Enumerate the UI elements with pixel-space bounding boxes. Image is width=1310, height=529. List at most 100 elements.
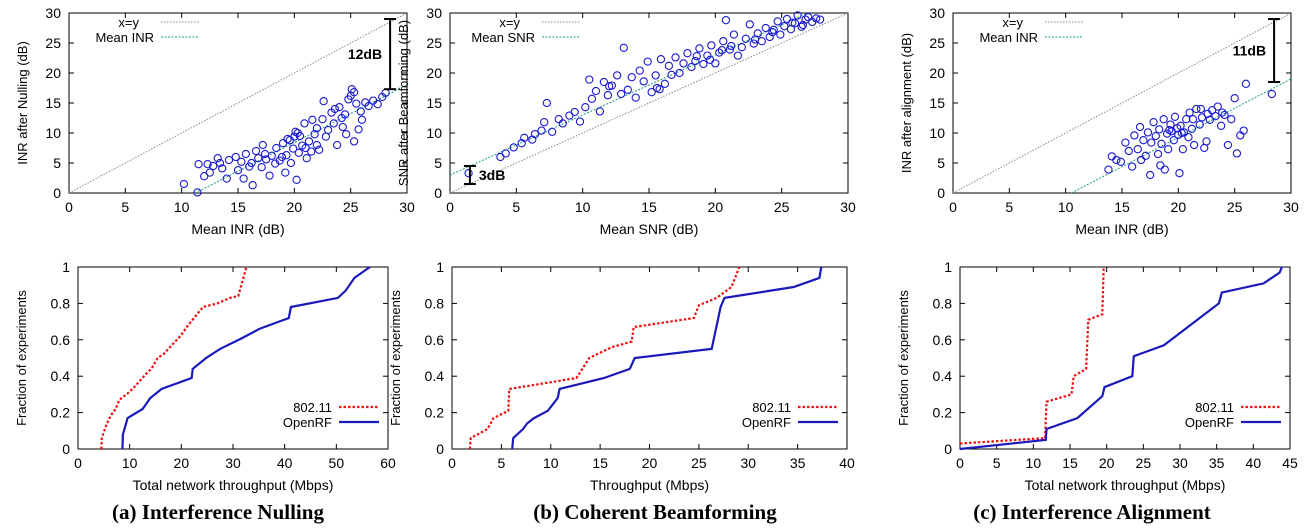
x-axis-label: Mean INR (dB) <box>191 221 284 237</box>
scatter-point <box>656 55 666 64</box>
legend-label: OpenRF <box>742 415 791 430</box>
y-tick-label: 10 <box>45 125 61 141</box>
y-tick-label: 25 <box>45 35 61 51</box>
scatter-point <box>319 97 328 106</box>
scatter-point <box>687 62 696 72</box>
scatter-point <box>239 174 248 183</box>
scatter-point <box>635 66 644 75</box>
scatter-point <box>1185 108 1194 117</box>
y-tick-label: 0 <box>53 185 61 201</box>
scatter-point <box>643 57 652 66</box>
scatter-point <box>290 132 299 141</box>
scatter-point <box>780 22 789 31</box>
scatter-point <box>729 30 739 39</box>
series-line-identity <box>953 13 1291 193</box>
scatter-point <box>1213 102 1222 111</box>
scatter-point <box>260 149 270 159</box>
scatter-point <box>1137 155 1146 165</box>
x-axis-label: Total network throughput (Mbps) <box>133 477 334 493</box>
scatter-point <box>258 140 267 150</box>
scatter-point <box>1155 125 1164 134</box>
x-tick-label: 0 <box>949 199 957 215</box>
scatter-point <box>314 145 324 154</box>
scatter-point <box>1121 138 1130 147</box>
scatter-point <box>703 51 712 60</box>
y-tick-label: 10 <box>426 125 442 141</box>
y-tick-label: 0.8 <box>51 295 71 311</box>
scatter-point <box>692 52 701 61</box>
series-line-mean <box>1071 78 1291 193</box>
scatter-point <box>373 100 382 109</box>
scatter-point <box>289 144 298 153</box>
scatter-point <box>194 160 203 169</box>
x-tick-label: 30 <box>1172 455 1188 471</box>
scatter-point <box>1220 110 1229 120</box>
scatter-point <box>528 135 537 144</box>
x-axis-label: Mean SNR (dB) <box>600 221 699 237</box>
caption-a: (a) Interference Nulling <box>112 500 324 524</box>
legend-label: 802.11 <box>752 400 791 415</box>
scatter-point <box>581 103 590 112</box>
scatter-point <box>300 119 309 128</box>
scatter-point <box>312 140 322 150</box>
scatter-point <box>793 11 802 20</box>
scatter-point <box>613 71 622 80</box>
scatter-point <box>591 86 601 96</box>
y-tick-label: 0.4 <box>51 368 71 384</box>
scatter-point <box>1169 136 1178 145</box>
scatter-point <box>773 17 782 26</box>
scatter-point <box>254 154 263 163</box>
scatter-point <box>804 13 813 22</box>
annotation-label: 3dB <box>479 167 505 183</box>
scatter-point <box>715 48 724 57</box>
x-tick-label: 5 <box>497 455 505 471</box>
scatter-point <box>349 137 359 146</box>
y-tick-label: 25 <box>929 35 945 51</box>
scatter-point <box>1202 137 1211 146</box>
scatter-point <box>308 115 317 124</box>
scatter-point <box>354 125 363 134</box>
scatter-point <box>267 151 276 160</box>
chart-1 <box>68 12 408 197</box>
x-tick-label: 40 <box>839 455 855 471</box>
scatter-point <box>272 143 281 153</box>
scatter-point <box>719 37 728 46</box>
scatter-point <box>647 88 656 97</box>
x-tick-label: 5 <box>993 455 1001 471</box>
series-802-11 <box>100 266 248 450</box>
y-tick-label: 0.6 <box>51 332 71 348</box>
scatter-point <box>233 166 243 175</box>
y-tick-label: 1 <box>944 259 952 275</box>
scatter-point <box>251 146 261 156</box>
scatter-point <box>501 149 510 158</box>
scatter-point <box>1230 94 1239 103</box>
scatter-point <box>651 71 660 80</box>
scatter-point <box>283 134 292 144</box>
scatter-point <box>639 77 648 86</box>
x-tick-label: 25 <box>1227 199 1243 215</box>
y-tick-label: 0.6 <box>425 332 445 348</box>
x-tick-label: 15 <box>592 455 608 471</box>
scatter-point <box>570 107 579 117</box>
y-tick-label: 15 <box>45 95 61 111</box>
y-tick-label: 0.2 <box>425 405 445 421</box>
x-tick-label: 10 <box>122 455 138 471</box>
legend-label: Mean INR <box>979 30 1038 45</box>
scatter-point <box>338 122 347 132</box>
chart-2 <box>449 11 849 194</box>
x-tick-label: 30 <box>225 455 241 471</box>
x-tick-label: 15 <box>1114 199 1130 215</box>
annotation-label: 12dB <box>348 46 382 62</box>
scatter-point <box>203 160 212 169</box>
scatter-point <box>1156 161 1165 170</box>
caption-c: (c) Interference Alignment <box>973 500 1211 524</box>
scatter-point <box>312 124 322 133</box>
x-axis-label: Throughput (Mbps) <box>590 477 709 493</box>
legend-label: 802.11 <box>1195 400 1234 415</box>
scatter-point <box>301 143 310 153</box>
x-tick-label: 60 <box>380 455 396 471</box>
scatter-point <box>213 154 222 163</box>
chart-3 <box>952 12 1292 194</box>
